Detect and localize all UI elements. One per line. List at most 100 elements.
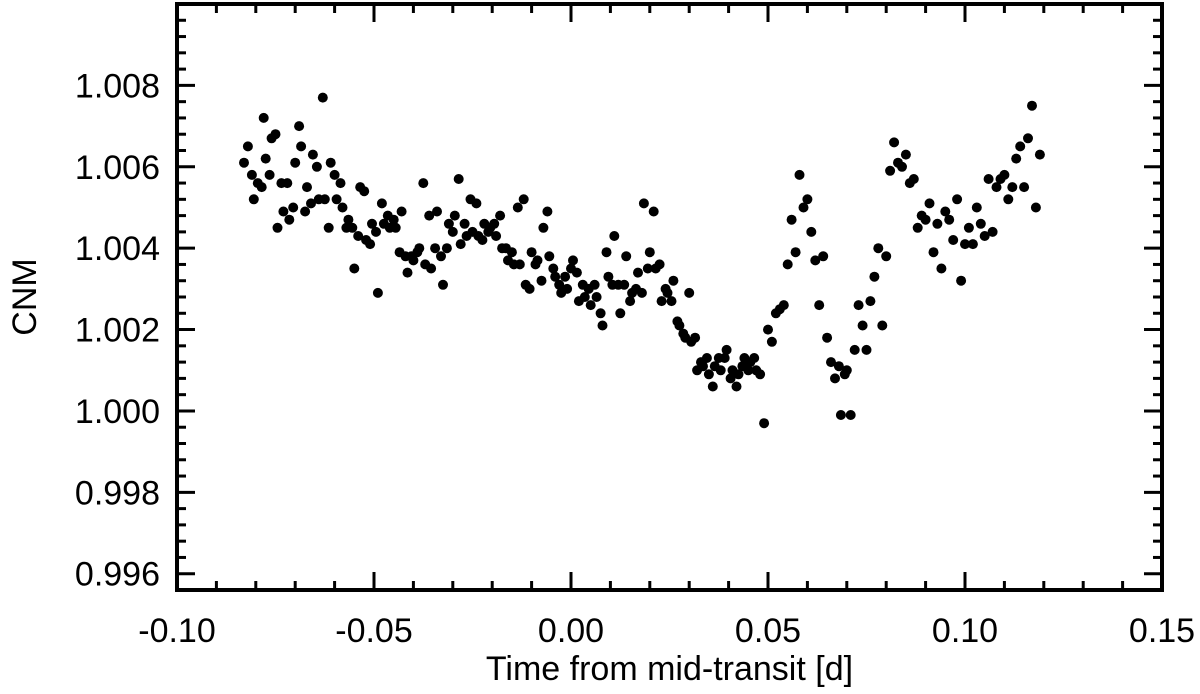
y-tick-label: 1.008 (75, 67, 160, 105)
data-point (662, 287, 673, 298)
data-point (284, 214, 295, 225)
data-point (306, 198, 316, 209)
data-point (956, 275, 967, 286)
data-point (936, 263, 947, 274)
data-point (1015, 141, 1026, 152)
data-point (489, 218, 500, 229)
data-point (1034, 149, 1045, 160)
data-point (975, 218, 986, 229)
data-point (307, 149, 318, 160)
data-point (325, 157, 336, 168)
data-point (668, 275, 679, 286)
data-point (979, 231, 990, 241)
data-point (548, 263, 559, 274)
data-point (782, 259, 793, 270)
data-point (625, 296, 636, 307)
data-point (1011, 153, 1022, 164)
data-point (701, 353, 712, 363)
data-point (743, 365, 754, 376)
y-tick-label: 1.000 (75, 393, 160, 431)
data-point (609, 231, 620, 241)
data-point (242, 141, 253, 152)
data-point (302, 182, 312, 193)
data-point (396, 206, 407, 217)
data-point (579, 292, 590, 302)
data-point (983, 174, 994, 184)
data-point (239, 157, 249, 168)
data-point (633, 267, 643, 278)
data-points (239, 92, 1045, 429)
data-point (881, 251, 892, 262)
data-point (1003, 194, 1014, 205)
x-tick-label: 0.00 (538, 612, 604, 650)
data-point (924, 198, 935, 209)
y-tick-label: 1.002 (75, 312, 160, 350)
plot-frame (175, 2, 1164, 592)
data-point (432, 206, 442, 217)
data-point (715, 365, 726, 376)
data-point (585, 300, 596, 311)
data-point (725, 373, 736, 384)
data-point (835, 410, 846, 420)
data-point (323, 222, 334, 233)
data-point (424, 210, 435, 221)
data-point (408, 255, 419, 266)
data-point (329, 169, 340, 180)
x-tick-label: -0.05 (335, 612, 413, 650)
data-point (455, 239, 466, 250)
data-point (889, 137, 900, 148)
data-point (597, 320, 608, 331)
data-point (912, 222, 923, 233)
data-point (932, 218, 943, 229)
data-point (453, 174, 464, 184)
data-point (288, 202, 299, 213)
data-point (621, 251, 632, 262)
data-point (542, 206, 553, 217)
data-point (443, 218, 454, 229)
data-point (755, 369, 766, 380)
data-point (300, 206, 311, 217)
data-point (877, 320, 888, 331)
data-point (794, 169, 805, 180)
data-point (495, 210, 506, 221)
data-point (560, 271, 571, 282)
data-point (353, 231, 364, 241)
data-point (544, 251, 555, 262)
data-point (414, 243, 425, 254)
data-point (944, 214, 955, 225)
data-point (359, 186, 370, 197)
data-point (526, 247, 537, 258)
data-point (294, 121, 305, 132)
data-point (550, 271, 561, 282)
data-point (656, 296, 667, 307)
data-point (562, 283, 573, 294)
data-point (447, 226, 458, 237)
data-point (654, 259, 665, 270)
data-point (506, 247, 517, 258)
data-point (278, 206, 289, 217)
data-point (258, 112, 269, 123)
data-point (897, 161, 907, 172)
data-point (873, 243, 884, 254)
data-point (536, 275, 547, 286)
data-point (1023, 133, 1033, 144)
data-point (802, 194, 813, 205)
data-point (952, 194, 963, 205)
data-point (644, 247, 655, 258)
data-point (940, 206, 951, 217)
data-point (311, 161, 322, 172)
data-point (272, 222, 283, 233)
data-point (987, 226, 998, 237)
data-point (857, 320, 868, 331)
data-point (282, 178, 293, 189)
data-point (830, 373, 840, 384)
data-point (426, 263, 437, 274)
data-point (1007, 182, 1018, 193)
data-point (471, 198, 482, 209)
data-point (317, 92, 328, 103)
data-point (589, 279, 600, 290)
data-point (538, 222, 549, 233)
data-point (372, 287, 383, 298)
data-point (524, 283, 535, 294)
data-point (1030, 202, 1041, 213)
